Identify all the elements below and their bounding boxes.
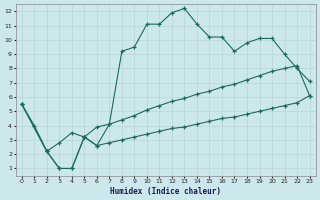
X-axis label: Humidex (Indice chaleur): Humidex (Indice chaleur): [110, 187, 221, 196]
